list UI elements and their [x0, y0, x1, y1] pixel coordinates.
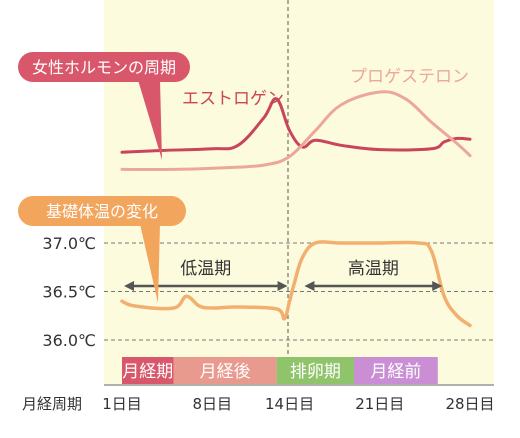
- hormone-series-1-line: [120, 90, 472, 172]
- temperature-callout-bubble: [18, 196, 186, 226]
- temperature-gridlines: [104, 242, 494, 341]
- estrogen-label: エストロゲン: [182, 89, 284, 109]
- x-tick-label: 28日目: [445, 395, 494, 413]
- annotation-0-label: 低温期: [180, 259, 231, 279]
- phase-1-band: [173, 357, 277, 384]
- series-labels: エストロゲン プロゲステロン: [182, 67, 469, 109]
- y-tick-label: 37.0℃: [42, 234, 96, 253]
- temperature-callout-tail: [140, 224, 160, 303]
- x-tick-label: 14日目: [265, 395, 314, 413]
- phase-3-label: 月経前: [370, 362, 421, 382]
- x-tick-label: 8日目: [192, 395, 232, 413]
- axis-ticks: 37.0℃ 36.5℃ 36.0℃ 1日目 8日目 14日目 21日目 28日目 月経周期: [22, 234, 495, 413]
- x-tick-label: 1日目: [102, 395, 142, 413]
- x-axis-title: 月経周期: [22, 395, 82, 413]
- temperature-series-0-line: [120, 240, 472, 328]
- annotation-0-arrowhead-right: [277, 281, 288, 291]
- annotation-0-arrowhead-left: [124, 281, 134, 291]
- phase-2-band: [276, 357, 354, 384]
- annotation-1-label: 高温期: [348, 259, 399, 279]
- annotation-1-arrowhead-right: [432, 281, 443, 291]
- series-lines: [120, 90, 472, 328]
- progesterone-label: プロゲステロン: [350, 67, 469, 87]
- hormone-callout-bubble: [18, 52, 190, 82]
- hormone-callout-text: 女性ホルモンの周期: [32, 58, 176, 77]
- annotation-1-arrowhead-left: [304, 281, 315, 291]
- phase-1-label: 月経後: [200, 362, 251, 382]
- phase-band: 月経期 月経後 排卵期 月経前: [122, 357, 438, 384]
- hormone-series-0-line: [120, 97, 472, 154]
- phase-3-band: [354, 357, 438, 384]
- phase-0-label: 月経期: [122, 362, 173, 382]
- temperature-callout-text: 基礎体温の変化: [46, 202, 158, 221]
- y-tick-label: 36.5℃: [42, 283, 96, 302]
- hormone-callout-tail: [138, 80, 162, 160]
- x-tick-label: 21日目: [355, 395, 404, 413]
- phase-0-band: [122, 357, 174, 384]
- y-tick-label: 36.0℃: [42, 331, 96, 350]
- phase-2-label: 排卵期: [290, 362, 341, 382]
